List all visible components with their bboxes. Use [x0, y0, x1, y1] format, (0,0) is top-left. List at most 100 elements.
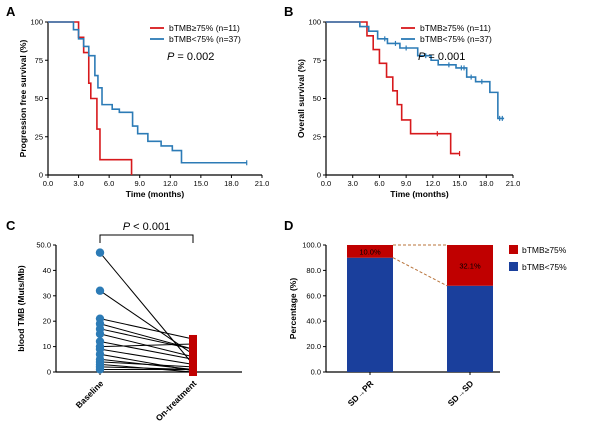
- x-tick-label: 12.0: [163, 179, 178, 188]
- x-tick-label: 0.0: [43, 179, 53, 188]
- x-category-label: SD→PR: [346, 378, 376, 408]
- bar-value-label: 32.1%: [459, 261, 481, 270]
- x-tick-label: 15.0: [452, 179, 467, 188]
- panel-label-d: D: [284, 218, 293, 233]
- pair-line: [99, 361, 194, 368]
- y-tick-label: 40.0: [306, 317, 321, 326]
- p-value: P < 0.001: [123, 221, 170, 233]
- x-tick-label: 18.0: [224, 179, 239, 188]
- y-tick-label: 0: [39, 171, 43, 180]
- y-tick-label: 75: [35, 56, 43, 65]
- panel-label-b: B: [284, 4, 293, 19]
- bar-segment-high-btmb: [347, 245, 393, 258]
- bar-value-label: 10.0%: [359, 247, 381, 256]
- panel-label-c: C: [6, 218, 16, 233]
- y-axis-title: blood TMB (Muts/Mb): [16, 265, 26, 352]
- p-value-text: = 0.002: [174, 51, 214, 63]
- legend-label: bTMB≥75% (n=11): [420, 23, 491, 33]
- panel-a-pfs-chart: 0.0 3.0 6.0 9.0 12.0 15.0 18.0 21.0 0 25 50 75 100 Ti…: [18, 18, 269, 200]
- survival-curve-high-btmb: [48, 21, 133, 175]
- panel-c-btmb-paired-chart: 0 10 20 30 40 50.0 blood TMB (Muts/Mb) Baseline…: [16, 221, 242, 423]
- legend-label: bTMB<75% (n=37): [169, 34, 241, 44]
- pair-line: [99, 252, 194, 365]
- x-tick-label: 15.0: [194, 179, 209, 188]
- p-value-text: = 0.001: [425, 51, 465, 63]
- baseline-point: [95, 248, 105, 257]
- y-tick-label: 50: [313, 94, 321, 103]
- on-treatment-point: [189, 345, 197, 354]
- y-tick-label: 20: [43, 317, 51, 326]
- on-treatment-point: [189, 334, 197, 343]
- y-tick-label: 25: [35, 132, 43, 141]
- y-tick-label: 0.0: [311, 368, 321, 377]
- y-tick-label: 50.0: [36, 241, 51, 250]
- x-tick-label: 3.0: [73, 179, 83, 188]
- x-tick-label: 21.0: [506, 179, 521, 188]
- significance-bracket: [99, 234, 194, 243]
- x-axis-title: Time (months): [126, 189, 185, 199]
- legend-swatch: [509, 245, 518, 254]
- panel-d-stacked-bar-chart: 0.0 20.0 40.0 60.0 80.0 100.0 Percentage (%) 10…: [288, 241, 567, 409]
- pair-line: [99, 348, 194, 365]
- legend-swatch: [509, 262, 518, 271]
- x-category-label: On-treatment: [154, 378, 199, 423]
- y-tick-label: 30: [43, 291, 51, 300]
- y-axis-title: Progression free survival (%): [18, 40, 28, 158]
- baseline-point: [95, 329, 105, 339]
- connector-line: [392, 257, 448, 287]
- y-tick-label: 100: [308, 18, 321, 27]
- x-tick-label: 18.0: [479, 179, 494, 188]
- legend-label: bTMB≥75%: [522, 245, 567, 255]
- x-axis-title: Time (months): [390, 189, 449, 199]
- p-value: P = 0.001: [418, 51, 465, 63]
- survival-curve-high-btmb: [326, 21, 460, 155]
- baseline-point: [95, 365, 105, 374]
- y-tick-label: 100: [30, 18, 43, 27]
- survival-curve-low-btmb: [48, 21, 247, 164]
- p-value: P = 0.002: [167, 51, 214, 63]
- y-tick-label: 50: [35, 94, 43, 103]
- panel-label-a: A: [6, 4, 16, 19]
- on-treatment-point: [189, 365, 197, 374]
- y-tick-label: 0: [47, 368, 51, 377]
- pair-line: [99, 290, 194, 355]
- y-axis-title: Percentage (%): [288, 278, 298, 340]
- legend-label: bTMB<75% (n=37): [420, 34, 492, 44]
- x-tick-label: 3.0: [347, 179, 357, 188]
- x-tick-label: 12.0: [426, 179, 441, 188]
- on-treatment-point: [189, 340, 197, 349]
- y-tick-label: 25: [313, 132, 321, 141]
- y-tick-label: 80.0: [306, 266, 321, 275]
- x-tick-label: 9.0: [401, 179, 411, 188]
- pair-line: [99, 318, 194, 340]
- bar-segment-high-btmb: [447, 245, 493, 286]
- y-tick-label: 100.0: [302, 241, 321, 250]
- p-value-text: < 0.001: [130, 221, 170, 233]
- y-axis-title: Overall survival (%): [296, 59, 306, 138]
- p-value-symbol: P: [123, 221, 131, 233]
- x-category-label: SD→SD: [446, 378, 476, 408]
- x-tick-label: 6.0: [104, 179, 114, 188]
- pair-line: [99, 328, 194, 350]
- on-treatment-point: [189, 355, 197, 364]
- baseline-point: [95, 286, 105, 295]
- y-tick-label: 60.0: [306, 291, 321, 300]
- legend-label: bTMB<75%: [522, 262, 567, 272]
- pair-line: [99, 343, 194, 348]
- survival-curve-low-btmb: [326, 21, 505, 120]
- p-value-symbol: P: [167, 51, 175, 63]
- legend-label: bTMB≥75% (n=11): [169, 23, 240, 33]
- x-tick-label: 21.0: [255, 179, 270, 188]
- x-tick-label: 9.0: [134, 179, 144, 188]
- y-tick-label: 40: [43, 266, 51, 275]
- pair-line: [99, 341, 194, 360]
- p-value-symbol: P: [418, 51, 426, 63]
- bar-segment-low-btmb: [347, 257, 393, 372]
- bar-segment-low-btmb: [447, 285, 493, 372]
- y-tick-label: 0: [317, 171, 321, 180]
- x-category-label: Baseline: [74, 378, 106, 410]
- y-tick-label: 75: [313, 56, 321, 65]
- panel-b-os-chart: 0.0 3.0 6.0 9.0 12.0 15.0 18.0 21.0 0 25 50 75 100 Ti…: [296, 18, 520, 200]
- y-tick-label: 20.0: [306, 342, 321, 351]
